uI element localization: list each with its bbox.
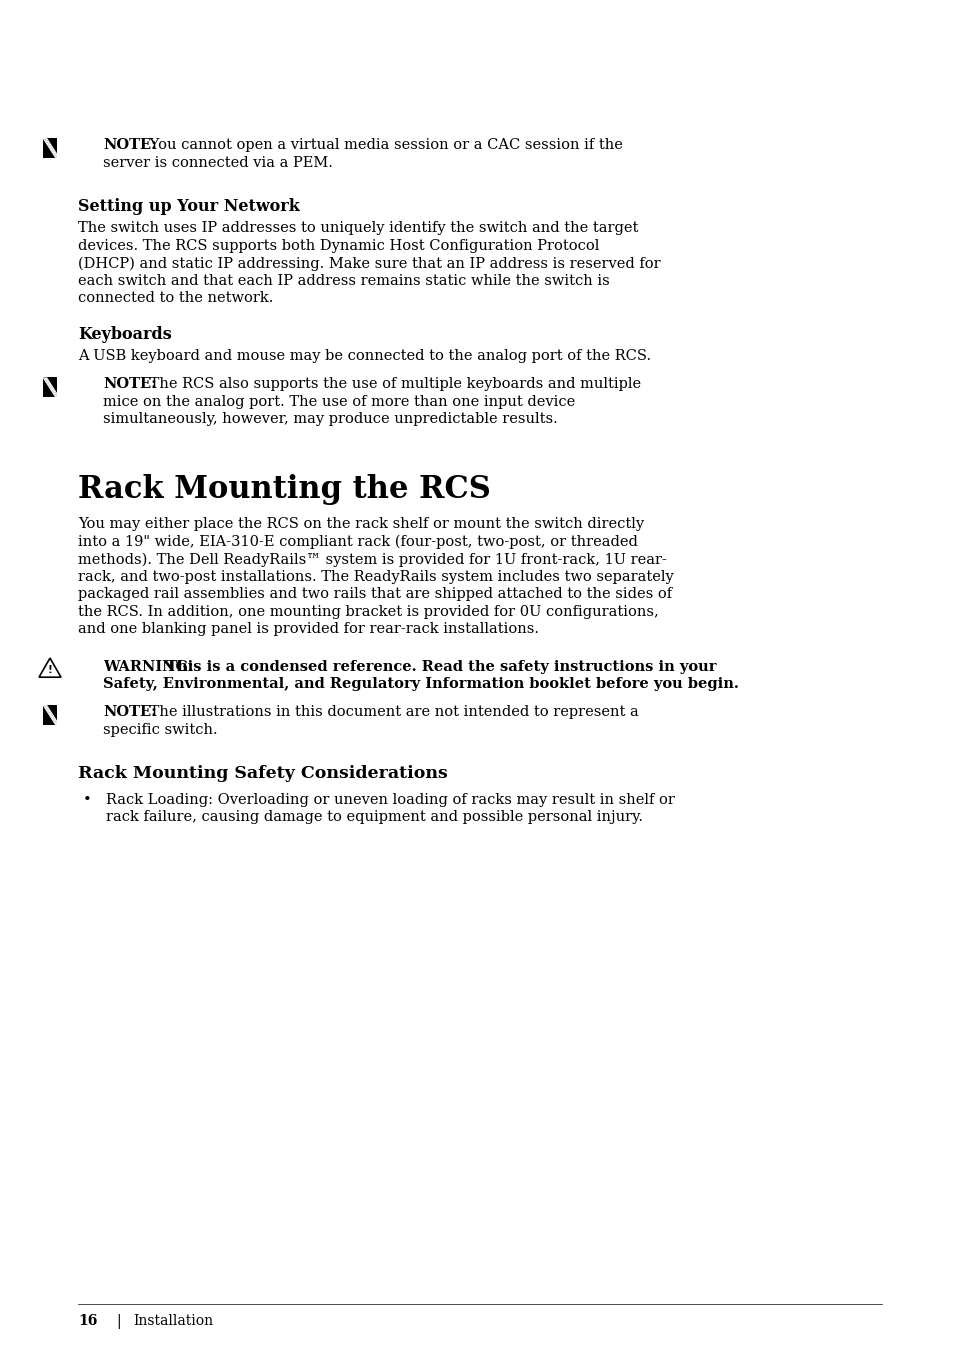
Text: (DHCP) and static IP addressing. Make sure that an IP address is reserved for: (DHCP) and static IP addressing. Make su…: [78, 257, 659, 270]
Text: Rack Mounting Safety Considerations: Rack Mounting Safety Considerations: [78, 765, 447, 781]
Text: WARNING:: WARNING:: [103, 659, 193, 674]
FancyBboxPatch shape: [43, 377, 57, 397]
Text: and one blanking panel is provided for rear-rack installations.: and one blanking panel is provided for r…: [78, 623, 538, 636]
Text: Installation: Installation: [132, 1315, 213, 1328]
Text: the RCS. In addition, one mounting bracket is provided for 0U configurations,: the RCS. In addition, one mounting brack…: [78, 605, 659, 619]
Text: Rack Mounting the RCS: Rack Mounting the RCS: [78, 474, 491, 505]
Text: Safety, Environmental, and Regulatory Information booklet before you begin.: Safety, Environmental, and Regulatory In…: [103, 677, 739, 690]
Text: Keyboards: Keyboards: [78, 326, 172, 343]
Text: Setting up Your Network: Setting up Your Network: [78, 197, 299, 215]
Text: NOTE:: NOTE:: [103, 705, 156, 719]
Text: A USB keyboard and mouse may be connected to the analog port of the RCS.: A USB keyboard and mouse may be connecte…: [78, 350, 651, 363]
Text: specific switch.: specific switch.: [103, 723, 217, 736]
Text: simultaneously, however, may produce unpredictable results.: simultaneously, however, may produce unp…: [103, 412, 558, 427]
Text: into a 19" wide, EIA-310-E compliant rack (four-post, two-post, or threaded: into a 19" wide, EIA-310-E compliant rac…: [78, 535, 638, 550]
Text: packaged rail assemblies and two rails that are shipped attached to the sides of: packaged rail assemblies and two rails t…: [78, 588, 672, 601]
Text: •: •: [83, 793, 91, 807]
Text: |: |: [116, 1315, 120, 1329]
FancyBboxPatch shape: [43, 138, 57, 158]
Polygon shape: [39, 658, 61, 677]
Text: Rack Loading: Overloading or uneven loading of racks may result in shelf or: Rack Loading: Overloading or uneven load…: [106, 793, 674, 807]
FancyBboxPatch shape: [43, 705, 57, 725]
Text: rack failure, causing damage to equipment and possible personal injury.: rack failure, causing damage to equipmen…: [106, 811, 642, 824]
Text: mice on the analog port. The use of more than one input device: mice on the analog port. The use of more…: [103, 394, 575, 409]
Text: NOTE:: NOTE:: [103, 377, 156, 392]
Text: NOTE:: NOTE:: [103, 138, 156, 153]
Text: 16: 16: [78, 1315, 97, 1328]
Text: server is connected via a PEM.: server is connected via a PEM.: [103, 155, 333, 169]
Text: each switch and that each IP address remains static while the switch is: each switch and that each IP address rem…: [78, 274, 609, 288]
Text: The illustrations in this document are not intended to represent a: The illustrations in this document are n…: [145, 705, 639, 719]
Text: rack, and two-post installations. The ReadyRails system includes two separately: rack, and two-post installations. The Re…: [78, 570, 673, 584]
Text: connected to the network.: connected to the network.: [78, 292, 274, 305]
Text: methods). The Dell ReadyRails™ system is provided for 1U front-rack, 1U rear-: methods). The Dell ReadyRails™ system is…: [78, 553, 666, 567]
Text: This is a condensed reference. Read the safety instructions in your: This is a condensed reference. Read the …: [161, 659, 716, 674]
Text: !: !: [48, 665, 52, 674]
Text: You cannot open a virtual media session or a CAC session if the: You cannot open a virtual media session …: [145, 138, 622, 153]
Text: You may either place the RCS on the rack shelf or mount the switch directly: You may either place the RCS on the rack…: [78, 517, 643, 531]
Text: devices. The RCS supports both Dynamic Host Configuration Protocol: devices. The RCS supports both Dynamic H…: [78, 239, 598, 253]
Text: The switch uses IP addresses to uniquely identify the switch and the target: The switch uses IP addresses to uniquely…: [78, 222, 638, 235]
Text: The RCS also supports the use of multiple keyboards and multiple: The RCS also supports the use of multipl…: [145, 377, 640, 392]
